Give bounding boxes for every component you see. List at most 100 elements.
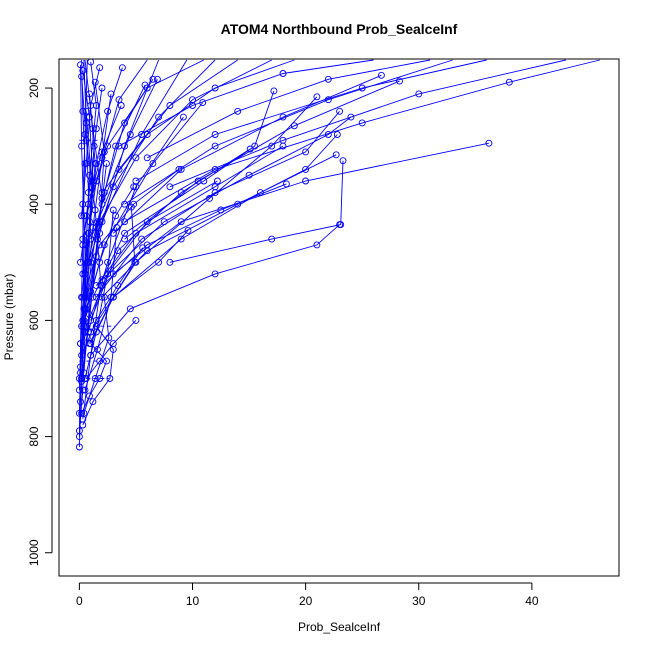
data-point xyxy=(82,160,90,168)
data-point xyxy=(92,293,100,301)
data-point xyxy=(86,113,93,121)
data-point xyxy=(86,218,93,226)
x-tick-label: 30 xyxy=(412,594,426,608)
data-point xyxy=(75,443,83,451)
data-point xyxy=(143,84,151,92)
data-point xyxy=(98,218,106,226)
data-point xyxy=(132,154,140,162)
profile-line xyxy=(135,59,487,182)
data-point xyxy=(245,171,253,179)
data-point xyxy=(114,282,122,290)
data-point xyxy=(313,241,321,249)
data-point xyxy=(256,189,264,197)
chart-title: ATOM4 Northbound Prob_SealceInf xyxy=(221,21,458,37)
data-point xyxy=(199,99,207,107)
data-point xyxy=(83,258,91,266)
data-point xyxy=(79,107,87,115)
data-point xyxy=(113,224,121,231)
data-point xyxy=(82,305,90,313)
data-point xyxy=(337,221,345,229)
data-point xyxy=(86,392,93,400)
data-point xyxy=(89,125,97,133)
data-point xyxy=(485,139,493,147)
x-tick-label: 0 xyxy=(76,594,83,608)
data-point xyxy=(121,218,129,226)
data-point xyxy=(339,157,347,165)
data-point xyxy=(78,375,86,382)
data-point xyxy=(138,131,146,138)
y-tick-label: 400 xyxy=(27,194,41,214)
data-point xyxy=(217,206,225,214)
data-point xyxy=(155,258,163,266)
data-point xyxy=(149,75,157,83)
data-point xyxy=(82,212,90,220)
profile-line xyxy=(90,224,340,356)
data-point xyxy=(121,235,129,243)
data-point xyxy=(84,229,92,237)
data-point xyxy=(118,64,126,72)
data-point xyxy=(290,122,298,130)
data-point xyxy=(91,375,99,382)
data-point xyxy=(121,200,129,208)
profile-line xyxy=(81,247,144,356)
data-point xyxy=(89,293,97,301)
data-point xyxy=(127,203,135,211)
data-point xyxy=(179,113,187,121)
data-point xyxy=(415,90,423,98)
data-point xyxy=(80,322,88,330)
profile-line xyxy=(95,59,272,228)
data-point xyxy=(91,78,99,86)
data-point xyxy=(177,165,185,173)
data-point xyxy=(131,258,139,266)
data-point xyxy=(396,77,403,85)
data-point xyxy=(75,427,83,435)
data-point xyxy=(81,270,89,278)
data-point xyxy=(94,345,101,353)
data-point xyxy=(114,247,122,255)
data-point xyxy=(166,258,174,266)
y-axis: 200 400 600 800 1000 xyxy=(27,78,53,566)
data-point xyxy=(138,235,146,243)
data-point xyxy=(98,148,106,156)
data-point xyxy=(96,258,104,266)
data-point xyxy=(77,340,84,348)
data-point xyxy=(115,96,123,104)
data-point xyxy=(279,113,287,121)
data-point xyxy=(81,293,89,301)
data-point xyxy=(211,84,219,92)
data-point xyxy=(347,113,355,121)
data-point xyxy=(81,386,89,394)
data-point xyxy=(143,218,151,226)
data-point xyxy=(78,293,86,301)
data-point xyxy=(94,235,101,243)
data-point xyxy=(92,224,100,231)
profile-line xyxy=(146,59,431,159)
data-point xyxy=(104,270,112,278)
data-point xyxy=(175,165,183,173)
data-point xyxy=(90,142,98,150)
profile-line xyxy=(81,343,108,414)
data-point xyxy=(82,107,90,115)
profile-line xyxy=(82,325,114,426)
profile-line xyxy=(112,74,382,234)
data-point xyxy=(109,206,117,214)
data-point xyxy=(109,345,117,353)
data-point xyxy=(96,64,104,72)
data-point xyxy=(268,142,276,150)
x-tick-label: 40 xyxy=(525,594,539,608)
profile-line xyxy=(81,93,96,298)
data-point xyxy=(132,316,140,324)
profile-line xyxy=(78,59,88,414)
data-point xyxy=(104,142,112,150)
data-point xyxy=(98,84,106,92)
data-point xyxy=(107,90,115,98)
data-point xyxy=(100,189,108,197)
data-point xyxy=(100,148,108,156)
y-tick-label: 600 xyxy=(27,310,41,330)
data-point xyxy=(184,226,192,234)
data-point xyxy=(112,142,120,150)
data-point xyxy=(91,160,99,168)
data-point xyxy=(189,96,196,104)
profile-line xyxy=(84,59,188,309)
profile-line xyxy=(118,59,374,147)
